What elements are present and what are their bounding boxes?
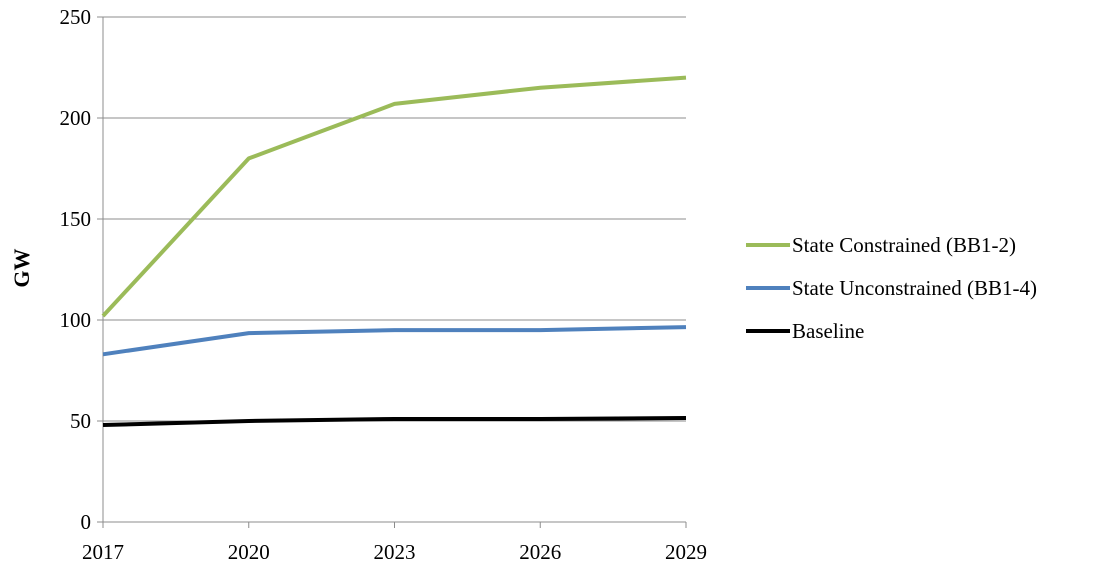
y-tick-label: 150 [60, 207, 92, 231]
x-tick-label: 2017 [82, 540, 124, 564]
series-lines [101, 75, 688, 427]
series-line-0 [101, 75, 687, 318]
data-point-series-1-2023 [393, 328, 397, 332]
x-tick-label: 2020 [228, 540, 270, 564]
data-point-series-0-2020 [247, 156, 251, 160]
data-point-series-0-2017 [101, 314, 105, 318]
legend-label: State Constrained (BB1-2) [792, 233, 1016, 257]
data-point-series-2-2017 [101, 423, 105, 427]
data-point-series-1-2020 [247, 331, 251, 335]
series-line-1 [102, 325, 687, 357]
y-tick-label: 200 [60, 106, 92, 130]
data-point-series-0-2026 [538, 86, 542, 90]
series-line-2 [102, 416, 687, 427]
legend: State Constrained (BB1-2) State Unconstra… [746, 233, 1037, 343]
data-point-series-1-2017 [101, 352, 105, 356]
data-point-series-2-2023 [393, 417, 397, 421]
y-axis-title: GW [9, 248, 34, 287]
x-tick-label: 2023 [374, 540, 416, 564]
y-tick-label: 100 [60, 308, 92, 332]
legend-label: Baseline [792, 319, 864, 343]
data-point-series-1-2026 [538, 328, 542, 332]
data-point-series-2-2020 [247, 419, 251, 423]
data-point-series-1-2029 [684, 325, 688, 329]
x-tick-label: 2029 [665, 540, 707, 564]
data-point-series-0-2029 [684, 76, 688, 80]
legend-label: State Unconstrained (BB1-4) [792, 276, 1037, 300]
x-tick-label: 2026 [519, 540, 561, 564]
y-tick-label: 50 [70, 409, 91, 433]
data-point-series-2-2029 [684, 416, 688, 420]
data-point-series-2-2026 [538, 417, 542, 421]
axes [97, 16, 687, 528]
y-tick-label: 250 [60, 5, 92, 29]
data-point-series-0-2023 [393, 102, 397, 106]
gridlines [103, 16, 686, 422]
tick-labels: 0 50 100 150 200 250 2017 2020 2023 2026 2029 [60, 5, 708, 564]
y-tick-label: 0 [81, 510, 92, 534]
